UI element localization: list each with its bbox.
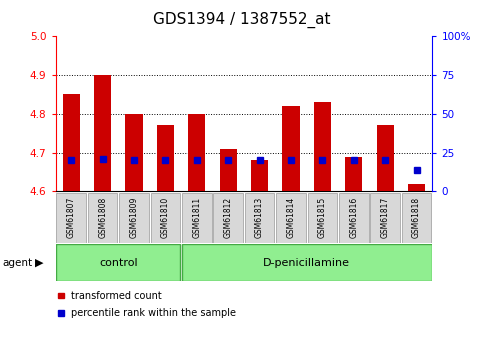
Text: D-penicillamine: D-penicillamine <box>263 258 350 267</box>
FancyBboxPatch shape <box>182 193 212 243</box>
Bar <box>188 114 205 191</box>
Bar <box>314 102 331 191</box>
Bar <box>220 149 237 191</box>
Text: transformed count: transformed count <box>71 290 162 300</box>
Text: control: control <box>99 258 138 267</box>
FancyBboxPatch shape <box>57 193 86 243</box>
Bar <box>251 160 268 191</box>
Text: GSM61812: GSM61812 <box>224 197 233 238</box>
Text: GSM61818: GSM61818 <box>412 197 421 238</box>
Bar <box>94 75 111 191</box>
FancyBboxPatch shape <box>213 193 243 243</box>
Text: GSM61814: GSM61814 <box>286 197 296 238</box>
Bar <box>377 126 394 191</box>
FancyBboxPatch shape <box>339 193 369 243</box>
Text: GSM61808: GSM61808 <box>98 197 107 238</box>
FancyBboxPatch shape <box>308 193 337 243</box>
Bar <box>408 184 425 191</box>
FancyBboxPatch shape <box>56 244 181 281</box>
Text: GSM61813: GSM61813 <box>255 197 264 238</box>
Bar <box>157 126 174 191</box>
Bar <box>126 114 142 191</box>
Text: GSM61815: GSM61815 <box>318 197 327 238</box>
Text: percentile rank within the sample: percentile rank within the sample <box>71 308 236 318</box>
Bar <box>63 95 80 191</box>
FancyBboxPatch shape <box>151 193 180 243</box>
Text: agent: agent <box>2 258 32 267</box>
Text: ▶: ▶ <box>35 258 43 267</box>
FancyBboxPatch shape <box>402 193 431 243</box>
FancyBboxPatch shape <box>245 193 274 243</box>
FancyBboxPatch shape <box>182 244 432 281</box>
Text: GSM61807: GSM61807 <box>67 197 76 238</box>
Text: GSM61811: GSM61811 <box>192 197 201 238</box>
FancyBboxPatch shape <box>276 193 306 243</box>
Text: GSM61809: GSM61809 <box>129 197 139 238</box>
Text: GSM61816: GSM61816 <box>349 197 358 238</box>
Text: GSM61817: GSM61817 <box>381 197 390 238</box>
Bar <box>345 157 362 191</box>
FancyBboxPatch shape <box>119 193 149 243</box>
Text: GDS1394 / 1387552_at: GDS1394 / 1387552_at <box>153 12 330 28</box>
Text: GSM61810: GSM61810 <box>161 197 170 238</box>
Bar <box>283 106 299 191</box>
FancyBboxPatch shape <box>370 193 400 243</box>
FancyBboxPatch shape <box>88 193 117 243</box>
